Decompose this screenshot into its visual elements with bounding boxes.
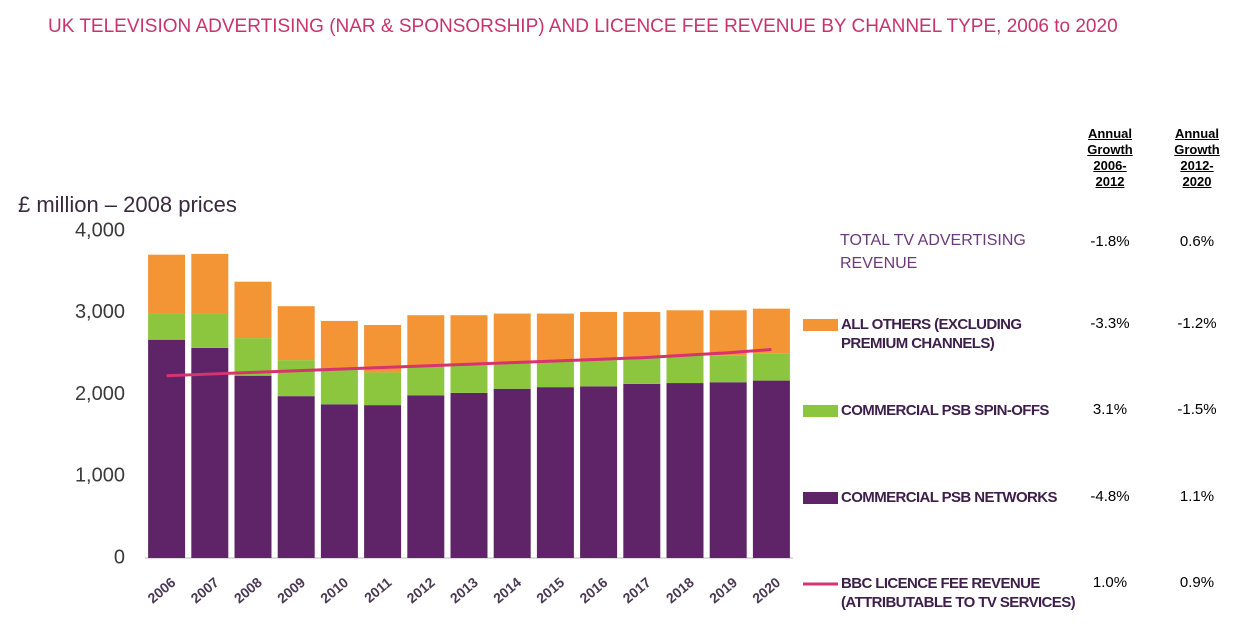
bar-segment	[752, 353, 790, 381]
growth-value: -4.8%	[1090, 488, 1130, 505]
bar-segment	[407, 315, 445, 366]
x-tick-label: 2020	[749, 574, 783, 606]
bar-segment	[536, 313, 574, 361]
bar-segment	[493, 388, 531, 558]
bar-segment	[666, 383, 704, 558]
bar-segment	[709, 310, 747, 356]
bar-segment	[407, 365, 445, 396]
bar-segment	[277, 396, 315, 558]
bar-segment	[234, 375, 272, 558]
bar-segment	[364, 405, 402, 558]
growth-value: 3.1%	[1092, 401, 1128, 418]
bar-segment	[191, 253, 229, 314]
bar-segment	[277, 306, 315, 361]
bar-segment	[364, 372, 402, 406]
x-tick-label: 2006	[144, 574, 178, 606]
bar-segment	[234, 338, 272, 376]
x-tick-label: 2007	[188, 574, 222, 606]
bar-segment	[450, 365, 488, 393]
chart-title: UK TELEVISION ADVERTISING (NAR & SPONSOR…	[48, 16, 1118, 37]
legend-label: BBC LICENCE FEE REVENUE (ATTRIBUTABLE TO…	[841, 575, 1076, 611]
bar-segment	[320, 404, 358, 558]
bar-segment	[580, 360, 618, 387]
bar-segment	[493, 313, 531, 362]
growth-header: Annual Growth 2012-2020	[1174, 126, 1220, 189]
growth-value: 1.1%	[1179, 488, 1215, 505]
x-tick-label: 2019	[706, 574, 740, 606]
legend-swatch	[803, 319, 838, 331]
bar-segment	[536, 387, 574, 558]
bar-segment	[191, 313, 229, 348]
growth-value: 1.0%	[1092, 574, 1128, 591]
bar-segment	[407, 395, 445, 558]
legend-label: COMMERCIAL PSB SPIN-OFFS	[841, 402, 1049, 419]
legend-label: COMMERCIAL PSB NETWORKS	[841, 489, 1058, 506]
bar-segment	[148, 313, 186, 340]
y-axis-label: £ million – 2008 prices	[18, 192, 237, 217]
bar-segment	[580, 311, 618, 361]
y-tick-label: 0	[114, 546, 125, 568]
growth-header: Annual Growth 2006-2012	[1087, 126, 1133, 189]
bar-segment	[666, 310, 704, 356]
bar-segment	[364, 325, 402, 373]
bar-segment	[623, 383, 661, 558]
legend-swatch	[803, 492, 838, 504]
legend-swatch	[803, 405, 838, 417]
x-tick-label: 2016	[576, 574, 610, 606]
bar-segment	[752, 308, 790, 354]
growth-value: 0.6%	[1179, 233, 1215, 250]
y-tick-label: 2,000	[75, 383, 125, 405]
x-tick-label: 2017	[620, 574, 654, 606]
x-tick-label: 2010	[317, 574, 351, 606]
x-tick-label: 2013	[447, 574, 481, 606]
bar-segment	[709, 382, 747, 558]
growth-value: -1.8%	[1090, 233, 1130, 250]
bar-segment	[536, 360, 574, 388]
x-tick-label: 2008	[231, 574, 265, 606]
bar-segment	[148, 254, 186, 314]
bar-segment	[234, 281, 272, 339]
x-tick-label: 2011	[361, 574, 395, 606]
x-tick-label: 2015	[533, 574, 567, 606]
x-tick-label: 2009	[274, 574, 308, 606]
bar-segment	[623, 357, 661, 384]
bar-segment	[320, 367, 358, 405]
bar-segment	[709, 355, 747, 383]
x-tick-label: 2018	[663, 574, 697, 606]
growth-value: -1.5%	[1177, 401, 1217, 418]
bar-segment	[623, 311, 661, 358]
growth-value: -1.2%	[1177, 315, 1217, 332]
legend-label: ALL OTHERS (EXCLUDING PREMIUM CHANNELS)	[841, 316, 1022, 352]
bar-segment	[580, 386, 618, 558]
total-label: TOTAL TV ADVERTISING REVENUE	[840, 232, 1026, 272]
y-tick-label: 4,000	[75, 219, 125, 241]
line	[166, 348, 772, 378]
bar-segment	[493, 361, 531, 389]
bar-segment	[148, 339, 186, 558]
y-tick-label: 1,000	[75, 465, 125, 487]
growth-value: -3.3%	[1090, 315, 1130, 332]
growth-value: 0.9%	[1179, 574, 1215, 591]
bar-segment	[666, 355, 704, 384]
y-tick-label: 3,000	[75, 301, 125, 323]
bar-segment	[752, 380, 790, 558]
bar-segment	[277, 360, 315, 397]
x-tick-label: 2014	[490, 574, 524, 606]
bar-segment	[450, 315, 488, 366]
bar-segment	[450, 392, 488, 558]
bar-segment	[320, 320, 358, 368]
x-tick-label: 2012	[404, 574, 438, 606]
bar-segment	[191, 347, 229, 558]
